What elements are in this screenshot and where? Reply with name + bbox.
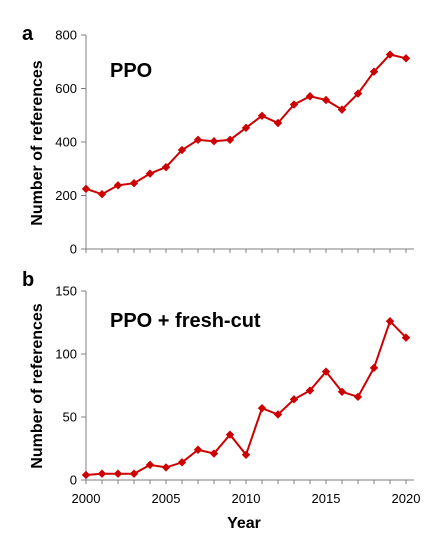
panel-b-x-tick-label: 2015 [312, 491, 341, 506]
panel-b-x-axis-title: Year [227, 515, 261, 532]
panel-a-data-point [385, 50, 395, 59]
panel-b-y-axis-title: Number of references [29, 303, 46, 468]
panel-a-data-point [161, 162, 171, 172]
panel-a-data-point [145, 169, 155, 178]
panel-a-data-point [369, 67, 379, 76]
panel-b-data-point [97, 469, 107, 478]
panel-b-data-point [337, 387, 347, 396]
panel-b-x-tick-label: 2020 [392, 491, 421, 506]
panel-b-data-point [241, 450, 251, 459]
panel-a-data-point [225, 135, 235, 145]
panel-b-y-tick-label: 50 [63, 410, 77, 425]
panel-a-data-point [177, 145, 187, 155]
panel-a-y-tick-label: 600 [55, 81, 77, 96]
panel-a-data-point [337, 105, 347, 114]
panel-b-series [81, 317, 411, 480]
panel-b-data-point [289, 395, 299, 404]
panel-b-y-tick-label: 100 [55, 347, 77, 362]
panel-a-data-point [193, 135, 203, 145]
panel-a-data-point [321, 95, 331, 105]
panel-b-data-point [129, 469, 139, 478]
panel-a-data-point [353, 89, 363, 98]
panel-a-data-point [289, 100, 299, 109]
panel-b-data-point [193, 445, 203, 454]
panel-b-data-point [273, 410, 283, 419]
panel-a-data-point [273, 118, 283, 128]
panel-a-data-point [129, 178, 139, 188]
panel-b-y-tick-label: 0 [70, 473, 77, 488]
panel-a-data-point [97, 189, 107, 199]
panel-a-y-ticks: 0 200 400 600 800 [55, 28, 86, 257]
panel-a-y-axis-title: Number of references [29, 60, 46, 225]
panel-b-data-point [225, 430, 235, 439]
panel-a-y-tick-label: 0 [70, 242, 77, 257]
panel-a-data-point [305, 92, 315, 101]
panel-a-letter: a [22, 23, 34, 45]
panel-b-x-ticks: 2000 2005 2010 2015 2020 [72, 480, 421, 506]
panel-b-x-tick-label: 2010 [232, 491, 261, 506]
panel-a-series [81, 50, 411, 199]
panel-b-x-tick-label: 2000 [72, 491, 101, 506]
panel-b-data-point [305, 386, 315, 395]
panel-a-data-point [241, 123, 251, 133]
panel-b-data-point [113, 469, 123, 478]
panel-b-data-point [177, 458, 187, 467]
panel-a: a PPO Number of references 0 200 400 600 800 [22, 23, 414, 257]
panel-a-data-point [257, 111, 267, 120]
panel-a-x-ticks [85, 249, 407, 253]
panel-b: b PPO + fresh-cut Number of references 0… [22, 269, 420, 532]
panel-a-y-tick-label: 200 [55, 188, 77, 203]
panel-a-y-tick-label: 400 [55, 135, 77, 150]
panel-b-letter: b [22, 269, 34, 291]
panel-b-data-point [209, 449, 219, 458]
panel-b-y-tick-label: 150 [55, 284, 77, 299]
panel-b-data-point [369, 363, 379, 373]
panel-a-data-point [81, 184, 91, 194]
panel-a-data-point [113, 181, 123, 190]
panel-b-y-ticks: 0 50 100 150 [55, 284, 86, 488]
panel-b-data-point [257, 403, 267, 413]
panel-b-data-point [401, 333, 411, 342]
panel-b-x-tick-label: 2005 [152, 491, 181, 506]
panel-b-inset-label: PPO + fresh-cut [110, 310, 261, 332]
panel-b-data-point [353, 392, 363, 402]
panel-a-y-tick-label: 800 [55, 28, 77, 43]
panel-a-data-point [401, 54, 411, 63]
panel-b-data-point [145, 460, 155, 470]
panel-b-data-point [385, 317, 395, 326]
panel-b-data-point [321, 367, 331, 376]
panel-b-data-point [81, 470, 91, 480]
panel-b-data-point [161, 463, 171, 472]
panel-a-data-point [209, 136, 219, 146]
panel-a-inset-label: PPO [110, 60, 152, 82]
